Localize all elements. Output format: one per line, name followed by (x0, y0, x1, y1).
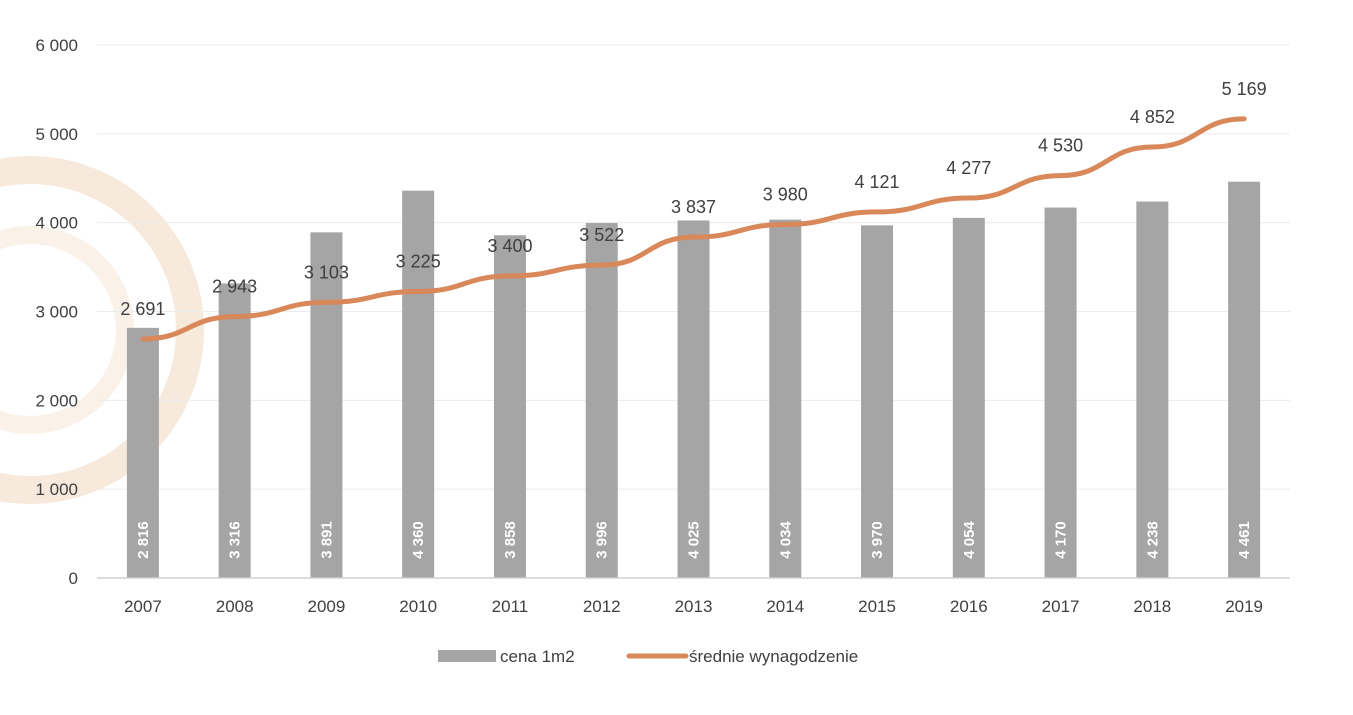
y-tick-label: 1 000 (35, 480, 78, 499)
y-tick-label: 4 000 (35, 214, 78, 233)
background-watermark (0, 156, 204, 504)
x-tick-label: 2012 (583, 597, 621, 616)
bar-data-label: 3 858 (502, 521, 519, 559)
line-data-label: 3 103 (304, 262, 349, 282)
bar-data-label: 4 238 (1144, 521, 1161, 559)
x-axis: 2007 2008 2009 2010 2011 2012 2013 2014 2015 2016… (97, 577, 1290, 616)
line-data-label: 2 691 (120, 299, 165, 319)
bar (402, 190, 435, 579)
line-data-label: 3 980 (763, 184, 808, 204)
x-tick-label: 2017 (1042, 597, 1080, 616)
line-data-labels: 2 691 2 943 3 103 3 225 3 400 3 522 3 837 3 980… (120, 79, 1266, 319)
legend: cena 1m2 średnie wynagodzenie (438, 647, 858, 666)
y-axis: 0 1 000 2 000 3 000 4 000 5 000 6 000 (35, 36, 78, 588)
legend-label-bar: cena 1m2 (500, 647, 575, 666)
bar (769, 219, 802, 578)
line-data-label: 3 400 (487, 236, 532, 256)
line-data-label: 5 169 (1222, 79, 1267, 99)
legend-label-line: średnie wynagodzenie (689, 647, 858, 666)
x-tick-label: 2007 (124, 597, 162, 616)
line-data-label: 3 837 (671, 197, 716, 217)
bar-data-label: 4 034 (777, 521, 794, 559)
line-data-label: 4 852 (1130, 107, 1175, 127)
x-tick-label: 2015 (858, 597, 896, 616)
bar-data-label: 4 360 (410, 521, 427, 559)
x-tick-label: 2016 (950, 597, 988, 616)
bar (218, 283, 251, 578)
x-tick-label: 2008 (216, 597, 254, 616)
y-tick-label: 3 000 (35, 303, 78, 322)
y-tick-label: 5 000 (35, 125, 78, 144)
bar (861, 225, 894, 578)
bar (677, 220, 710, 578)
bar-data-label: 4 054 (961, 521, 978, 559)
line-data-label: 4 121 (855, 172, 900, 192)
x-tick-label: 2013 (675, 597, 713, 616)
x-tick-label: 2018 (1133, 597, 1171, 616)
line-path (140, 116, 1247, 342)
line-series (140, 116, 1247, 342)
y-tick-label: 2 000 (35, 391, 78, 410)
bar (1044, 207, 1077, 578)
bar (126, 327, 159, 578)
bar-data-label: 3 316 (227, 521, 244, 559)
line-data-label: 2 943 (212, 277, 257, 297)
line-data-label: 3 522 (579, 225, 624, 245)
bar-data-label: 4 170 (1053, 521, 1070, 559)
x-tick-label: 2011 (492, 597, 529, 616)
bar-data-label: 3 891 (318, 521, 335, 559)
line-data-label: 4 530 (1038, 136, 1083, 156)
bar-data-label: 3 970 (869, 521, 886, 559)
bar (952, 217, 985, 578)
bar (310, 232, 343, 579)
legend-swatch-bar (438, 650, 496, 662)
bar-data-label: 3 996 (594, 521, 611, 559)
bar-data-labels: 2 816 3 316 3 891 4 360 3 858 3 996 4 025 4 034… (135, 521, 1253, 559)
bar-data-label: 4 025 (686, 521, 703, 559)
x-tick-label: 2009 (308, 597, 346, 616)
line-data-label: 4 277 (946, 158, 991, 178)
x-tick-label: 2014 (766, 597, 804, 616)
bar-data-label: 4 461 (1236, 521, 1253, 559)
bar (493, 235, 526, 578)
x-tick-label: 2019 (1225, 597, 1263, 616)
bar (1228, 181, 1261, 579)
y-tick-label: 0 (69, 569, 78, 588)
line-data-label: 3 225 (396, 252, 441, 272)
x-tick-label: 2010 (399, 597, 437, 616)
bar (1136, 201, 1169, 578)
bar-series (126, 181, 1261, 579)
bar (585, 223, 618, 578)
bar-data-label: 2 816 (135, 521, 152, 559)
y-tick-label: 6 000 (35, 36, 78, 55)
